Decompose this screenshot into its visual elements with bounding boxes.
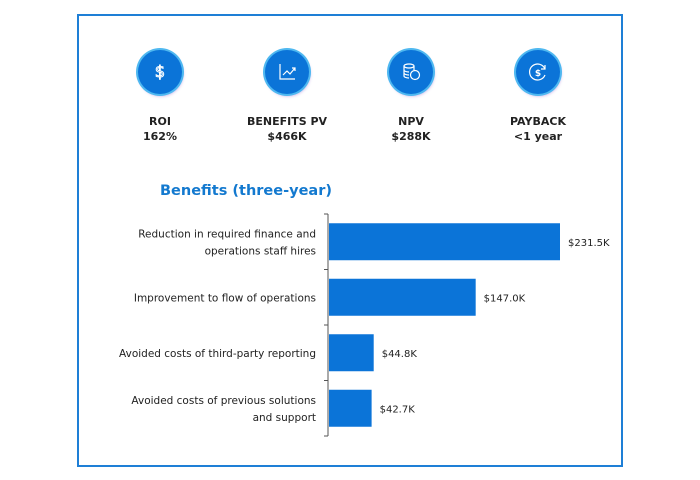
metric-benefits-pv: BENEFITS PV $466K [217, 50, 357, 144]
bar [329, 278, 476, 316]
metric-label: BENEFITS PV [246, 115, 328, 128]
metric-value: 162% [143, 130, 177, 143]
data-label: $147.0K [484, 293, 526, 304]
dollar-icon: $ [138, 50, 182, 94]
bar [329, 223, 560, 261]
metric-label: PAYBACK [510, 115, 566, 128]
payback-cycle-icon: $ [516, 50, 560, 94]
metric-label: NPV [398, 115, 424, 128]
trend-chart-icon [265, 50, 309, 94]
category-label: Avoided costs of third-party reporting [119, 348, 316, 360]
bar [329, 389, 372, 427]
category-label: Improvement to flow of operations [134, 292, 316, 304]
svg-text:$: $ [155, 62, 165, 81]
coins-icon [389, 50, 433, 94]
metric-payback: $ PAYBACK <1 year [468, 50, 608, 144]
data-label: $44.8K [382, 349, 418, 360]
bar [329, 334, 374, 372]
metric-value: $466K [267, 130, 307, 143]
category-label: operations staff hires [205, 245, 316, 257]
svg-text:$: $ [535, 69, 541, 79]
metric-npv: NPV $288K [341, 50, 481, 144]
category-label: and support [253, 412, 316, 424]
metric-label: ROI [149, 115, 171, 128]
category-label: Reduction in required finance and [138, 228, 316, 240]
category-label: Avoided costs of previous solutions [131, 395, 316, 407]
chart-title: Benefits (three-year) [160, 183, 332, 199]
metric-roi: $ ROI 162% [90, 50, 230, 144]
data-label: $42.7K [380, 404, 416, 415]
metric-value: $288K [391, 130, 431, 143]
infographic-frame [77, 14, 623, 467]
metric-value: <1 year [513, 130, 563, 143]
data-label: $231.5K [568, 238, 610, 249]
